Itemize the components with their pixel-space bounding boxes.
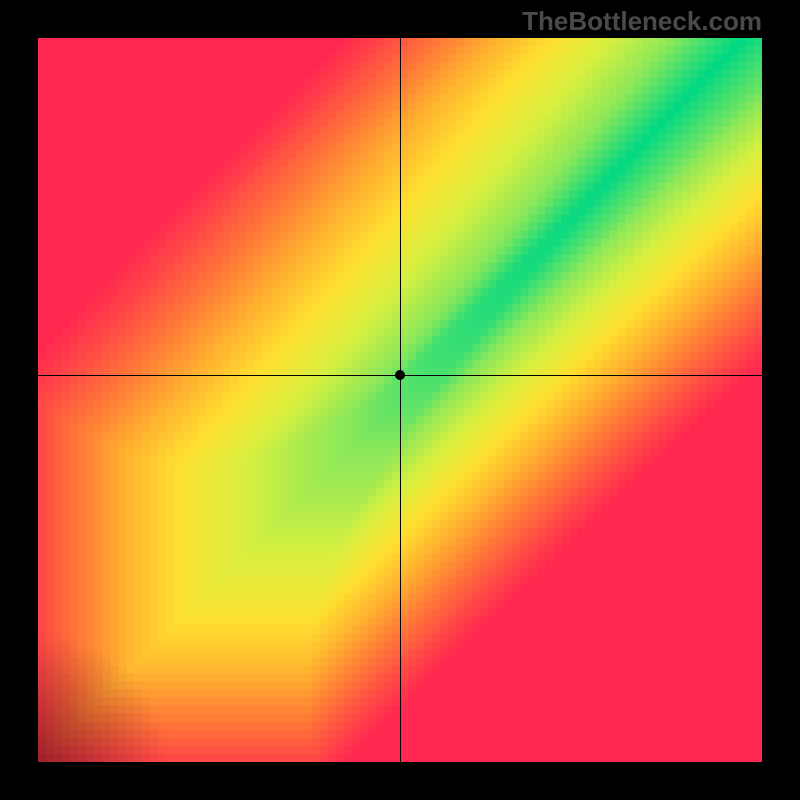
crosshair-vertical [400, 38, 401, 762]
chart-container: { "watermark": { "text": "TheBottleneck.… [0, 0, 800, 800]
watermark-text: TheBottleneck.com [522, 6, 762, 37]
